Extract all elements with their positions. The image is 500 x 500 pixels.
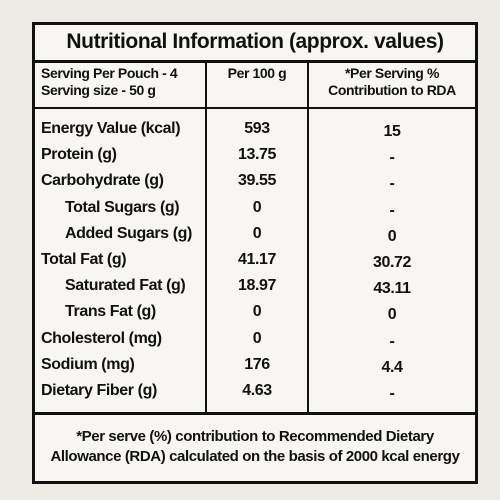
- per-100g: 0: [252, 198, 262, 216]
- per-100g: 176: [244, 355, 270, 373]
- rda-percent: -: [389, 201, 395, 219]
- rda-percent: 30.72: [372, 254, 412, 271]
- nutrient-name: Protein (g): [41, 146, 117, 164]
- per-100g: 0: [252, 224, 262, 242]
- nutrient-name: Trans Fat (g): [65, 303, 156, 321]
- per-100g: 18.97: [237, 277, 277, 295]
- divider: [35, 412, 475, 415]
- per-100g: 13.75: [237, 146, 277, 164]
- footnote: *Per serve (%) contribution to Recommend…: [76, 428, 434, 445]
- nutrient-name: Sodium (mg): [41, 355, 135, 373]
- column-header: Per 100 g: [227, 65, 287, 81]
- column-header: *Per Serving %: [345, 65, 439, 81]
- nutrient-name: Added Sugars (g): [65, 224, 192, 242]
- per-100g: 39.55: [237, 172, 277, 190]
- title: Nutritional Information (approx. values): [66, 30, 444, 53]
- nutrient-name: Cholesterol (mg): [41, 329, 162, 347]
- per-100g: 593: [244, 120, 270, 137]
- serving: Serving Per Pouch - 4: [41, 65, 178, 81]
- divider: [35, 60, 475, 63]
- rda-percent: 4.4: [381, 358, 403, 376]
- rda-percent: 0: [387, 306, 397, 324]
- per-100g: 0: [252, 329, 262, 347]
- nutrient-name: Saturated Fat (g): [65, 277, 186, 295]
- divider: [35, 107, 475, 109]
- per-100g: 41.17: [237, 251, 277, 268]
- divider: [205, 60, 207, 412]
- rda-percent: 43.11: [373, 280, 411, 298]
- divider: [307, 60, 309, 412]
- nutrition-label: Nutritional Information (approx. values)…: [32, 22, 478, 484]
- column-header: Contribution to RDA: [328, 82, 456, 98]
- nutrient-name: Dietary Fiber (g): [41, 382, 157, 399]
- nutrient-name: Total Sugars (g): [65, 198, 180, 216]
- rda-percent: -: [389, 149, 395, 167]
- nutrient-name: Energy Value (kcal): [41, 120, 181, 137]
- rda-percent: 0: [387, 227, 397, 245]
- nutrient-name: Carbohydrate (g): [41, 172, 164, 190]
- rda-percent: -: [389, 175, 395, 193]
- rda-percent: 15: [383, 123, 401, 140]
- per-100g: 4.63: [242, 382, 272, 399]
- nutrient-name: Total Fat (g): [41, 251, 127, 268]
- footnote: Allowance (RDA) calculated on the basis …: [50, 448, 460, 465]
- rda-percent: -: [389, 385, 395, 402]
- rda-percent: -: [389, 332, 395, 350]
- per-100g: 0: [252, 303, 262, 321]
- serving: Serving size - 50 g: [41, 82, 156, 98]
